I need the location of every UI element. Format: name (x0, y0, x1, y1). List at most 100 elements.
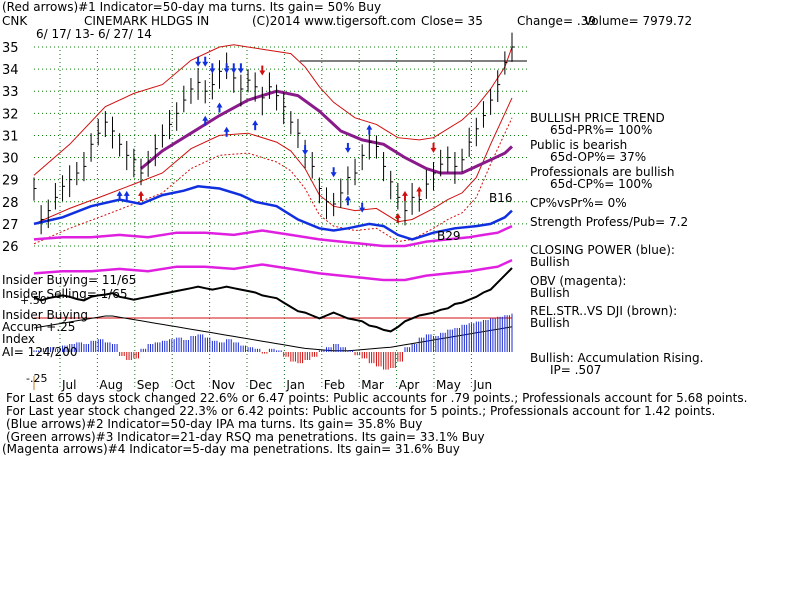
accum-plus-50: +.50 (20, 294, 47, 307)
arrow-down-icon (237, 68, 244, 74)
arrow-up-icon (394, 213, 401, 219)
side-cp-bullish: Bullish (530, 255, 570, 269)
month-label: Apr (399, 378, 420, 392)
close-readout: Close= 35 (421, 14, 483, 28)
y-tick-label: 33 (2, 85, 19, 100)
date-range: 6/ 17/ 13- 6/ 27/ 14 (36, 27, 152, 41)
month-label: Dec (249, 378, 272, 392)
side-cp: 65d-CP%= 100% (550, 177, 652, 191)
footer-line-1: For Last 65 days stock changed 22.6% or … (6, 391, 747, 405)
month-label: Feb (324, 378, 345, 392)
change-readout: Change= .39 (517, 14, 596, 28)
arrow-down-icon (359, 207, 366, 213)
arrow-down-icon (330, 172, 337, 178)
side-public-bearish: Public is bearish (530, 138, 627, 152)
y-tick-label: 30 (2, 152, 19, 167)
y-tick-label: 31 (2, 129, 19, 144)
band-lines (33, 44, 514, 248)
obv-line (33, 224, 513, 248)
accumulation-histogram (33, 313, 513, 370)
arrow-down-icon (230, 68, 237, 74)
obv-black-line (33, 267, 513, 333)
arrow-up-icon (223, 126, 230, 132)
month-label: Jun (472, 378, 492, 392)
arrow-up-icon (252, 120, 259, 126)
y-tick-label: 35 (2, 41, 19, 56)
arrow-up-icon (344, 195, 351, 201)
side-accum-rising: Bullish: Accumulation Rising. (530, 351, 703, 365)
company-name: CINEMARK HLDGS IN (84, 14, 209, 28)
ma-50-line (140, 89, 514, 175)
price-axis: 26 27 28 29 30 31 32 33 34 35 (2, 41, 19, 255)
arrow-up-icon (216, 102, 223, 108)
arrow-up-icon (416, 186, 423, 192)
footer-line-5: (Magenta arrows)#4 Indicator=5-day ma pe… (2, 442, 460, 456)
y-tick-label: 34 (2, 63, 19, 78)
obv-magenta-lower-line (33, 258, 513, 282)
month-label: Aug (99, 378, 122, 392)
side-cpvspr: CP%vsPr%= 0% (530, 196, 627, 210)
arrow-up-icon (366, 124, 373, 130)
arrow-up-icon (123, 190, 130, 196)
signal-arrows (116, 56, 437, 224)
month-label: May (436, 378, 461, 392)
month-label: Sep (137, 378, 160, 392)
footer-line-3: (Blue arrows)#2 Indicator=50-day IPA ma … (6, 417, 422, 431)
side-op: 65d-OP%= 37% (550, 150, 646, 164)
volume-readout: Volume= 7979.72 (584, 14, 692, 28)
arrow-down-icon (202, 61, 209, 67)
arrow-up-icon (401, 190, 408, 196)
label-b29: B29 (437, 229, 461, 243)
lower-panel-lines (33, 258, 513, 352)
side-bullish-price-trend: BULLISH PRICE TREND (530, 111, 665, 125)
arrow-up-icon (138, 190, 145, 196)
y-tick-label: 32 (2, 107, 19, 122)
arrow-up-icon (202, 115, 209, 121)
y-tick-label: 28 (2, 196, 19, 211)
header-line-1: (Red arrows)#1 Indicator=50-day ma turns… (2, 0, 381, 14)
month-label: Nov (212, 378, 235, 392)
label-b16: B16 (489, 191, 513, 205)
month-label: Jul (61, 378, 76, 392)
closing-power-line (33, 185, 513, 241)
ai-label: AI= 124/200 (2, 345, 77, 359)
month-label: Mar (361, 378, 384, 392)
side-pr: 65d-PR%= 100% (550, 123, 652, 137)
month-label: Oct (174, 378, 195, 392)
arrow-down-icon (195, 61, 202, 67)
ticker: CNK (2, 14, 28, 28)
side-professionals: Professionals are bullish (530, 165, 675, 179)
side-strength: Strength Profess/Pub= 7.2 (530, 215, 688, 229)
arrow-down-icon (259, 70, 266, 76)
price-bars (33, 32, 515, 235)
accum-plus-25: Accum +.25 (2, 320, 75, 334)
arrow-down-icon (344, 147, 351, 153)
footer-line-2: For Last year stock changed 22.3% or 6.4… (6, 404, 715, 418)
index-label: Index (2, 332, 35, 346)
side-obv-bullish: Bullish (530, 286, 570, 300)
lower-dotted-line (33, 117, 513, 245)
side-relstr: REL.STR..VS DJI (brown): (530, 304, 677, 318)
insider-selling-label: Insider Selling= 1/65 (2, 287, 128, 301)
month-axis: Jul Aug Sep Oct Nov Dec Jan Feb Mar Apr May Jun (33, 376, 492, 392)
y-tick-label: 29 (2, 174, 19, 189)
y-tick-label: 27 (2, 218, 19, 233)
accum-minus-25: -.25 (26, 372, 47, 385)
arrow-down-icon (223, 68, 230, 74)
arrow-down-icon (430, 147, 437, 153)
copyright: (C)2014 www.tigersoft.com (252, 14, 416, 28)
y-tick-label: 26 (2, 240, 19, 255)
side-relstr-bullish: Bullish (530, 316, 570, 330)
side-closing-power: CLOSING POWER (blue): (530, 243, 675, 257)
arrow-down-icon (209, 68, 216, 74)
side-obv: OBV (magenta): (530, 274, 626, 288)
side-ip: IP= .507 (550, 363, 601, 377)
insider-buying-label: Insider Buying= 11/65 (2, 273, 136, 287)
arrow-down-icon (302, 150, 309, 156)
month-label: Jan (285, 378, 305, 392)
upper-band-line (33, 44, 513, 176)
footer-line-4: (Green arrows)#3 Indicator=21-day RSQ ma… (6, 430, 485, 444)
insider-buying-2: Insider Buying (2, 308, 88, 322)
